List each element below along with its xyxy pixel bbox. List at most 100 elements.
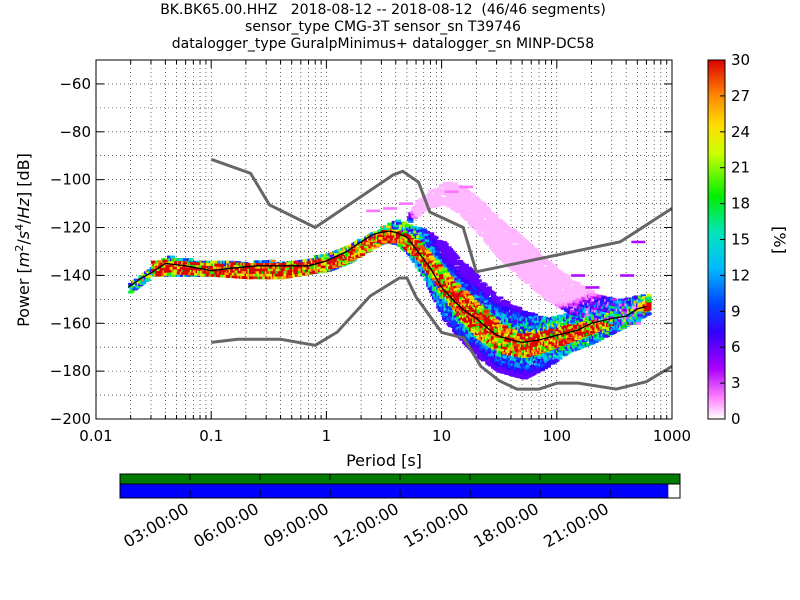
pdf-cell: [522, 368, 528, 372]
pdf-cell: [472, 293, 478, 297]
pdf-cell: [263, 265, 269, 269]
pdf-cell: [447, 248, 453, 251]
pdf-cell: [189, 264, 196, 268]
pdf-cell: [210, 271, 216, 275]
pdf-cell: [502, 351, 508, 355]
pdf-cell: [462, 299, 468, 303]
pdf-cell: [503, 356, 510, 359]
pdf-cell: [387, 237, 393, 241]
pdf-cell: [463, 326, 469, 330]
pdf-cell: [394, 229, 400, 233]
pdf-cell: [408, 255, 415, 259]
pdf-cell: [456, 292, 462, 296]
pdf-cell: [640, 294, 646, 298]
pdf-cell: [498, 309, 504, 313]
pdf-cell: [457, 294, 463, 298]
pdf-cell: [524, 373, 530, 377]
pdf-cell: [547, 353, 553, 357]
pdf-cell: [511, 365, 517, 369]
pdf-cell: [515, 346, 521, 349]
pdf-cell: [521, 336, 527, 340]
pdf-cell: [501, 365, 507, 369]
pdf-cell: [493, 345, 499, 349]
pdf-cell: [361, 249, 367, 253]
pdf-cell: [525, 314, 531, 318]
pdf-cell: [570, 320, 576, 323]
pdf-cell: [312, 270, 318, 274]
pdf-cell: [449, 312, 455, 316]
pdf-cell: [452, 266, 458, 270]
pdf-cell: [449, 279, 455, 282]
pdf-cell: [391, 220, 397, 224]
pdf-cell: [169, 255, 176, 259]
pdf-cell: [414, 253, 420, 257]
pdf-cell: [469, 320, 475, 324]
pdf-cell: [359, 253, 365, 256]
pdf-cell: [521, 363, 527, 367]
pdf-cell: [459, 261, 465, 265]
pdf-cell: [586, 343, 592, 346]
pdf-cell: [420, 252, 426, 255]
pdf-cell: [539, 339, 545, 343]
pdf-cell: [534, 362, 540, 366]
pdf-cell: [145, 278, 151, 281]
pdf-cell: [372, 231, 379, 235]
pdf-cell: [578, 319, 585, 323]
pdf-cell: [550, 359, 556, 363]
pdf-cell: [453, 325, 459, 329]
pdf-cell: [263, 260, 269, 263]
pdf-cell: [453, 298, 459, 302]
pdf-cell: [309, 271, 315, 275]
pdf-cell: [505, 322, 511, 325]
pdf-cell: [534, 341, 540, 345]
pdf-cell: [431, 238, 438, 242]
pdf-cell: [450, 319, 456, 323]
pdf-cell: [449, 294, 455, 298]
pdf-cell: [557, 356, 563, 360]
pdf-cell: [561, 316, 567, 320]
pdf-cell: [510, 348, 517, 351]
pdf-cell: [447, 311, 453, 315]
pdf-cell: [439, 303, 445, 307]
pdf-cell: [264, 263, 270, 267]
pdf-cell: [334, 252, 340, 256]
pdf-cell: [428, 255, 435, 259]
pdf-cell: [195, 265, 201, 268]
pdf-cell: [518, 320, 524, 324]
pdf-cell: [489, 359, 495, 363]
pdf-cell: [237, 273, 243, 276]
pdf-cell: [449, 249, 455, 253]
pdf-cell: [447, 305, 453, 309]
pdf-cell: [490, 343, 497, 347]
pdf-cell: [440, 271, 446, 275]
pdf-cell: [407, 224, 413, 228]
pdf-cell: [493, 330, 499, 333]
pdf-cell: [462, 272, 468, 276]
pdf-cell: [498, 350, 504, 354]
pdf-cell: [414, 242, 420, 246]
pdf-cell: [382, 237, 389, 241]
pdf-cell: [525, 311, 531, 315]
pdf-cell: [400, 238, 406, 242]
pdf-cell: [493, 319, 499, 323]
pdf-cell: [529, 370, 536, 374]
pdf-cell: [467, 289, 474, 292]
pdf-cell: [424, 257, 430, 261]
pdf-cell: [529, 322, 536, 326]
pdf-cell: [451, 294, 458, 297]
pdf-cell: [470, 344, 477, 348]
pdf-cell: [442, 317, 448, 321]
pdf-cell: [431, 288, 438, 292]
pdf-cell: [508, 352, 514, 356]
pdf-cell: [538, 326, 544, 330]
pdf-cell: [287, 261, 293, 265]
pdf-cell: [436, 300, 442, 304]
pdf-cell: [476, 307, 482, 311]
pdf-cell: [646, 312, 652, 316]
pdf-cell: [483, 309, 489, 313]
pdf-cell: [521, 326, 527, 330]
pdf-cell: [431, 275, 437, 278]
pdf-cell: [427, 244, 433, 248]
pdf-cell: [263, 273, 269, 277]
pdf-cell: [498, 296, 504, 300]
